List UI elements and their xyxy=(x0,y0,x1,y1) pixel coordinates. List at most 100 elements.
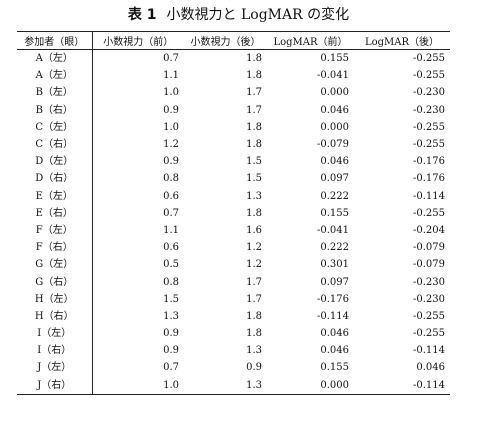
logmar-after-cell: -0.204 xyxy=(412,224,445,236)
logmar-after-cell: -0.079 xyxy=(412,259,445,271)
logmar-before-cell: 0.301 xyxy=(320,259,349,271)
participant-eye-cell: J（右） xyxy=(17,376,93,395)
decimal-after-cell: 1.7 xyxy=(246,293,262,305)
table-row: D（左） 0.9 1.5 0.046 -0.176 xyxy=(17,153,450,171)
participant-eye-cell: C（左） xyxy=(17,118,93,136)
logmar-after-cell: -0.114 xyxy=(412,345,445,357)
decimal-before-cell: 1.0 xyxy=(92,376,184,395)
logmar-after-cell: -0.230 xyxy=(412,87,445,99)
participant-eye-cell: C（右） xyxy=(17,135,93,154)
decimal-after-cell: 1.7 xyxy=(246,276,262,288)
participant-eye-cell: D（右） xyxy=(17,170,93,188)
table-row: G（右） 0.8 1.7 0.097 -0.230 xyxy=(17,273,450,291)
decimal-before-cell: 1.0 xyxy=(163,87,179,99)
participant-eye-cell: G（左） xyxy=(17,256,93,274)
decimal-after-cell: 1.2 xyxy=(246,259,262,271)
logmar-before-cell: 0.046 xyxy=(320,328,349,340)
logmar-before-cell: 0.155 xyxy=(320,53,349,65)
table-row: J（左） 0.7 0.9 0.155 0.046 xyxy=(17,359,450,377)
decimal-before-cell: 0.9 xyxy=(163,328,179,340)
header-logmar-after: LogMAR（後） xyxy=(354,31,450,50)
logmar-before-cell: 0.222 xyxy=(320,190,349,202)
visual-acuity-table: 参加者（眼） 小数視力（前） 小数視力（後） LogMAR（前） LogMAR（… xyxy=(17,31,450,395)
logmar-after-cell: -0.114 xyxy=(412,190,445,202)
logmar-before-cell: 0.155 xyxy=(320,207,349,219)
table-row: F（左） 1.1 1.6 -0.041 -0.204 xyxy=(17,221,450,240)
logmar-before-cell: 0.000 xyxy=(320,87,349,99)
decimal-after-cell: 0.9 xyxy=(246,362,262,374)
decimal-after-cell: 1.3 xyxy=(246,190,262,202)
decimal-before-cell: 1.1 xyxy=(163,70,179,82)
decimal-before-cell: 1.3 xyxy=(163,310,179,322)
decimal-after-cell: 1.8 xyxy=(246,207,262,219)
logmar-after-cell: 0.046 xyxy=(416,362,445,374)
decimal-after-cell: 1.7 xyxy=(246,87,262,99)
table-body: A（左） 0.7 1.8 0.155 -0.255 A（左） 1.1 1.8 -0.041 -0.… xyxy=(17,49,450,395)
decimal-after-cell: 1.6 xyxy=(246,224,262,236)
participant-eye-cell: B（右） xyxy=(17,101,93,119)
table-title: 小数視力と LogMAR の変化 xyxy=(166,7,350,23)
table-row: G（左） 0.5 1.2 0.301 -0.079 xyxy=(17,256,450,274)
decimal-before-cell: 0.9 xyxy=(163,156,179,168)
decimal-before-cell: 0.8 xyxy=(163,276,179,288)
table-row: H（右） 1.3 1.8 -0.114 -0.255 xyxy=(17,307,450,325)
participant-eye-cell: A（左） xyxy=(17,67,93,85)
table-caption: 表 1 小数視力と LogMAR の変化 xyxy=(0,6,477,24)
participant-eye-cell: D（左） xyxy=(17,153,93,171)
participant-eye-cell: A（左） xyxy=(17,49,93,68)
decimal-after-cell: 1.8 xyxy=(246,121,262,133)
logmar-before-cell: 0.046 xyxy=(320,104,349,116)
decimal-before-cell: 0.7 xyxy=(163,53,179,65)
logmar-before-cell: -0.114 xyxy=(316,310,349,322)
logmar-before-cell: 0.097 xyxy=(320,173,349,185)
table-row: A（左） 1.1 1.8 -0.041 -0.255 xyxy=(17,67,450,85)
logmar-after-cell: -0.114 xyxy=(354,376,450,395)
logmar-after-cell: -0.176 xyxy=(412,156,445,168)
decimal-before-cell: 0.7 xyxy=(163,207,179,219)
logmar-after-cell: -0.255 xyxy=(412,53,445,65)
table-row: I（右） 0.9 1.3 0.046 -0.114 xyxy=(17,342,450,360)
decimal-after-cell: 1.8 xyxy=(246,70,262,82)
logmar-before-cell: 0.155 xyxy=(320,362,349,374)
participant-eye-cell: J（左） xyxy=(17,359,93,377)
table-row: D（右） 0.8 1.5 0.097 -0.176 xyxy=(17,170,450,188)
logmar-after-cell: -0.079 xyxy=(412,242,445,254)
logmar-after-cell: -0.230 xyxy=(412,104,445,116)
logmar-after-cell: -0.255 xyxy=(412,207,445,219)
decimal-before-cell: 0.6 xyxy=(163,242,179,254)
table-row: H（左） 1.5 1.7 -0.176 -0.230 xyxy=(17,290,450,308)
participant-eye-cell: F（左） xyxy=(17,221,93,240)
participant-eye-cell: E（左） xyxy=(17,187,93,205)
header-row: 参加者（眼） 小数視力（前） 小数視力（後） LogMAR（前） LogMAR（… xyxy=(17,31,450,50)
decimal-after-cell: 1.7 xyxy=(246,104,262,116)
logmar-before-cell: 0.222 xyxy=(320,242,349,254)
decimal-after-cell: 1.8 xyxy=(246,139,262,151)
participant-eye-cell: B（左） xyxy=(17,84,93,102)
logmar-before-cell: -0.176 xyxy=(316,293,349,305)
participant-eye-cell: G（右） xyxy=(17,273,93,291)
table-row: B（右） 0.9 1.7 0.046 -0.230 xyxy=(17,101,450,119)
logmar-after-cell: -0.255 xyxy=(412,70,445,82)
logmar-after-cell: -0.255 xyxy=(412,121,445,133)
logmar-after-cell: -0.255 xyxy=(412,139,445,151)
decimal-before-cell: 0.7 xyxy=(163,362,179,374)
decimal-before-cell: 1.0 xyxy=(163,121,179,133)
header-participant-eye: 参加者（眼） xyxy=(17,31,93,50)
logmar-before-cell: -0.079 xyxy=(316,139,349,151)
logmar-after-cell: -0.255 xyxy=(412,328,445,340)
table-row: A（左） 0.7 1.8 0.155 -0.255 xyxy=(17,49,450,68)
decimal-after-cell: 1.2 xyxy=(246,242,262,254)
decimal-after-cell: 1.8 xyxy=(246,310,262,322)
participant-eye-cell: F（右） xyxy=(17,239,93,257)
table-row: F（右） 0.6 1.2 0.222 -0.079 xyxy=(17,239,450,257)
logmar-before-cell: -0.041 xyxy=(316,70,349,82)
header-decimal-acuity-after: 小数視力（後） xyxy=(184,31,267,50)
header-logmar-before: LogMAR（前） xyxy=(267,31,354,50)
logmar-after-cell: -0.176 xyxy=(412,173,445,185)
decimal-after-cell: 1.3 xyxy=(184,376,267,395)
table-row: C（右） 1.2 1.8 -0.079 -0.255 xyxy=(17,135,450,154)
logmar-after-cell: -0.230 xyxy=(412,293,445,305)
logmar-before-cell: 0.000 xyxy=(267,376,354,395)
table-row: E（左） 0.6 1.3 0.222 -0.114 xyxy=(17,187,450,205)
header-decimal-acuity-before: 小数視力（前） xyxy=(92,31,184,50)
